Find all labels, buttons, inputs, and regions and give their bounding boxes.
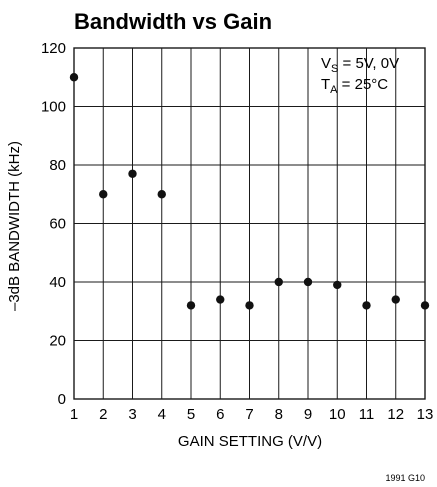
x-tick-label-11: 12 bbox=[387, 406, 404, 423]
x-tick-label-7: 8 bbox=[275, 406, 283, 423]
chart-grid bbox=[73, 47, 426, 400]
annotation-supply-main: V bbox=[321, 55, 331, 72]
y-tick-label-4: 80 bbox=[49, 157, 66, 174]
data-point-8 bbox=[303, 277, 313, 287]
x-tick-label-3: 4 bbox=[158, 406, 166, 423]
annotation-supply-sub: S bbox=[331, 63, 338, 75]
y-axis-label: –3dB BANDWIDTH (kHz) bbox=[6, 141, 23, 311]
data-point-6 bbox=[245, 301, 254, 310]
y-tick-label-1: 20 bbox=[49, 333, 66, 350]
y-tick-labels: 0 20 40 60 80 100 120 bbox=[41, 40, 66, 408]
data-point-9 bbox=[333, 280, 342, 290]
data-points bbox=[69, 73, 430, 310]
data-point-2 bbox=[128, 169, 137, 178]
x-axis-label: GAIN SETTING (V/V) bbox=[178, 433, 322, 450]
plot-frame bbox=[73, 47, 426, 400]
data-point-4 bbox=[186, 301, 196, 310]
x-tick-label-12: 13 bbox=[417, 406, 434, 423]
annotation-temperature-main: T bbox=[321, 76, 330, 93]
x-tick-label-10: 11 bbox=[359, 406, 375, 423]
annotation-supply: VS = 5V, 0V bbox=[321, 55, 399, 75]
y-tick-label-2: 40 bbox=[49, 274, 66, 291]
data-point-11 bbox=[391, 295, 400, 304]
x-tick-label-5: 6 bbox=[216, 406, 224, 423]
x-tick-label-1: 2 bbox=[99, 406, 107, 423]
data-point-1 bbox=[99, 190, 108, 199]
figure-id: 1991 G10 bbox=[385, 473, 425, 483]
y-tick-label-3: 60 bbox=[49, 216, 66, 233]
y-tick-label-6: 120 bbox=[41, 40, 66, 57]
x-tick-label-8: 9 bbox=[304, 406, 312, 423]
data-point-3 bbox=[157, 190, 166, 199]
data-point-12 bbox=[420, 301, 430, 310]
x-tick-label-4: 5 bbox=[187, 406, 195, 423]
annotation-supply-rest: = 5V, 0V bbox=[338, 55, 399, 72]
annotation-temperature: TA = 25°C bbox=[321, 76, 388, 96]
x-tick-label-2: 3 bbox=[128, 406, 136, 423]
x-tick-label-6: 7 bbox=[245, 406, 253, 423]
data-point-7 bbox=[274, 277, 283, 287]
annotation-temperature-sub: A bbox=[330, 84, 338, 96]
y-tick-label-5: 100 bbox=[41, 99, 66, 116]
data-point-5 bbox=[216, 295, 225, 304]
data-point-10 bbox=[362, 301, 371, 310]
y-tick-label-0: 0 bbox=[58, 391, 66, 408]
annotation-temperature-rest: = 25°C bbox=[338, 76, 389, 93]
x-tick-labels: 1 2 3 4 5 6 7 8 9 10 11 12 13 bbox=[70, 406, 434, 423]
x-tick-label-9: 10 bbox=[329, 406, 346, 423]
chart-title: Bandwidth vs Gain bbox=[74, 9, 272, 34]
x-tick-label-0: 1 bbox=[70, 406, 78, 423]
data-point-0 bbox=[69, 73, 79, 82]
